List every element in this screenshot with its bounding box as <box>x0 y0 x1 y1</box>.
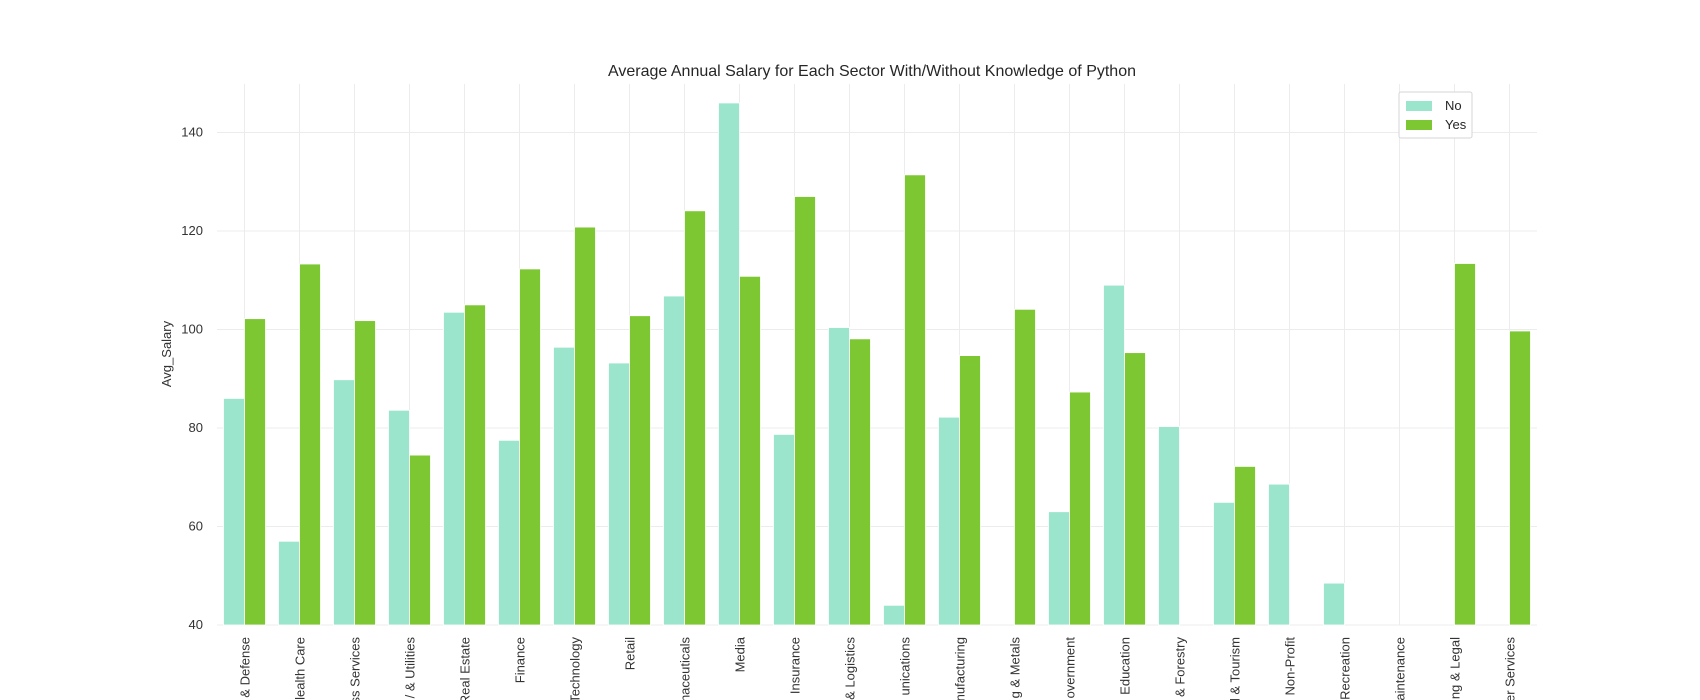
x-tick-label: lealth Care <box>293 637 308 700</box>
bar-yes <box>1234 466 1256 626</box>
y-tick-label: 120 <box>181 223 203 238</box>
x-tick-label: / & Utilities <box>403 637 418 699</box>
bar-no <box>333 379 355 626</box>
x-tick-label: Media <box>733 636 748 672</box>
bar-yes <box>849 338 871 626</box>
bar-yes <box>1454 263 1476 626</box>
y-tick-label: 80 <box>189 420 203 435</box>
bar-yes <box>464 304 486 626</box>
bar-yes <box>959 355 981 626</box>
bar-yes <box>1014 308 1036 626</box>
y-tick-label: 60 <box>189 519 203 534</box>
x-tick-label: & Defense <box>238 637 253 698</box>
bar-yes <box>409 454 431 626</box>
bar-no <box>938 416 960 626</box>
y-axis-ticks: 40 60 80 100 120 140 <box>181 125 203 633</box>
legend: No Yes <box>1398 91 1473 139</box>
bar-yes <box>574 226 596 626</box>
bar-no <box>1048 511 1070 626</box>
x-tick-label: overnment <box>1063 637 1078 699</box>
bar-yes <box>1124 352 1146 626</box>
bar-no <box>498 439 520 626</box>
bar-no <box>223 398 245 626</box>
x-tick-label: Insurance <box>788 637 803 694</box>
bar-no <box>828 327 850 626</box>
x-tick-label: ss Services <box>348 637 363 700</box>
bar-no <box>883 604 905 626</box>
bar-no <box>718 102 740 626</box>
bar-yes <box>1509 330 1531 626</box>
bar-yes <box>244 318 266 626</box>
bar-yes <box>904 174 926 626</box>
x-tick-label: aintenance <box>1393 637 1408 700</box>
x-tick-label: Technology <box>568 637 583 700</box>
x-tick-label: & Logistics <box>843 637 858 700</box>
x-tick-label: unications <box>898 637 913 696</box>
bars <box>223 102 1531 626</box>
x-tick-label: & Forestry <box>1173 637 1188 697</box>
bar-no <box>1103 284 1125 626</box>
y-axis-label: Avg_Salary <box>159 320 174 387</box>
bar-no <box>773 434 795 626</box>
bar-yes <box>299 263 321 626</box>
bar-yes <box>519 268 541 626</box>
bar-no <box>1213 501 1235 626</box>
bar-no <box>1268 483 1290 626</box>
bar-no <box>388 409 410 626</box>
bar-yes <box>1069 391 1091 626</box>
x-tick-label: Retail <box>623 637 638 670</box>
bar-yes <box>739 275 761 626</box>
bar-yes <box>354 320 376 626</box>
x-tick-label: er Services <box>1503 637 1518 700</box>
legend-label-no: No <box>1445 98 1462 113</box>
chart-title: Average Annual Salary for Each Sector Wi… <box>608 63 1136 80</box>
x-tick-label: Recreation <box>1338 637 1353 700</box>
y-tick-label: 140 <box>181 125 203 140</box>
x-tick-label: Real Estate <box>458 637 473 700</box>
y-tick-label: 40 <box>189 617 203 632</box>
bar-yes <box>629 315 651 626</box>
x-tick-label: Non-Profit <box>1283 637 1298 696</box>
bar-no <box>278 540 300 626</box>
bar-yes <box>794 196 816 626</box>
x-tick-label: ng & Legal <box>1448 637 1463 699</box>
x-tick-label: nufacturing <box>953 637 968 700</box>
x-tick-label: g & Metals <box>1008 637 1023 699</box>
legend-label-yes: Yes <box>1445 117 1467 132</box>
legend-swatch-yes <box>1406 120 1432 130</box>
bar-no <box>553 346 575 626</box>
bar-no <box>663 295 685 626</box>
bar-no <box>443 311 465 626</box>
bar-no <box>608 362 630 626</box>
bar-no <box>1158 426 1180 626</box>
bar-yes <box>684 210 706 626</box>
x-axis-ticks: & Defense lealth Care ss Services / & Utili… <box>238 636 1518 700</box>
bar-no <box>1323 582 1345 626</box>
x-tick-label: Finance <box>513 637 528 683</box>
x-tick-label: l & Tourism <box>1228 637 1243 700</box>
legend-swatch-no <box>1406 101 1432 111</box>
x-tick-label: Education <box>1118 637 1133 695</box>
x-tick-label: naceuticals <box>678 637 693 700</box>
y-tick-label: 100 <box>181 322 203 337</box>
